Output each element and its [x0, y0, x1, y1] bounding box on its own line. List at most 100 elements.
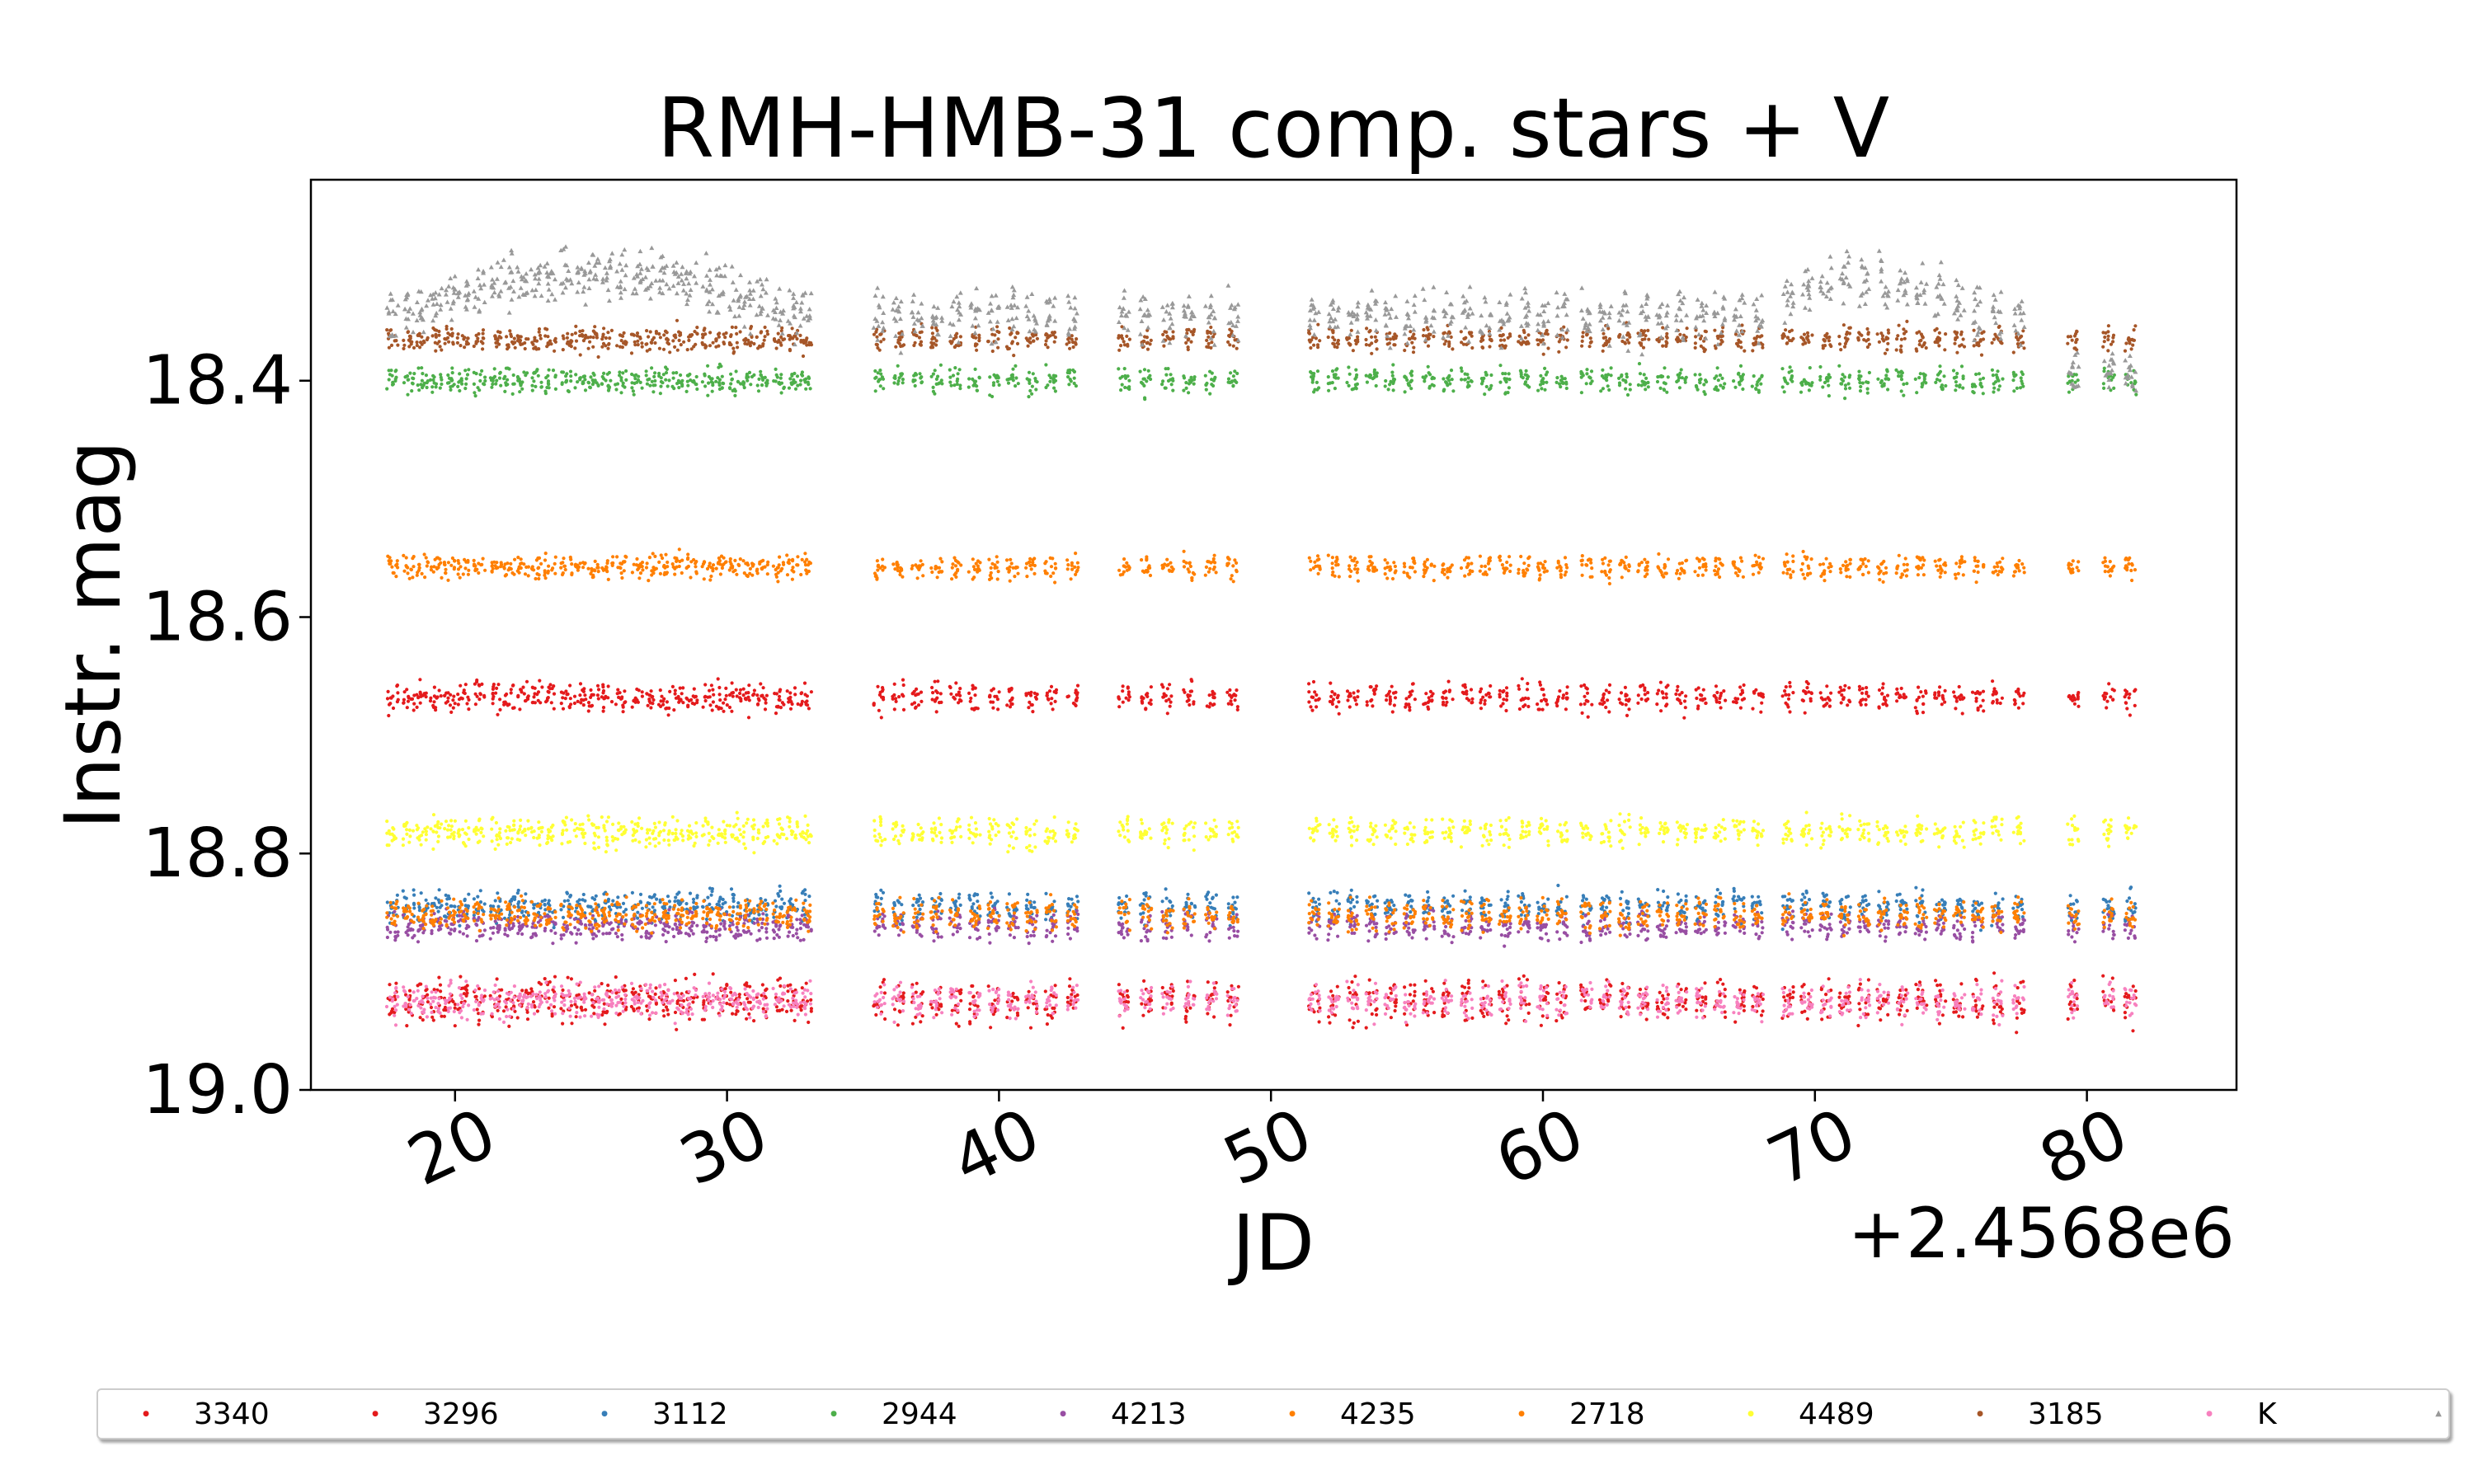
- data-point: [1742, 1008, 1746, 1012]
- data-point: [1468, 895, 1472, 899]
- data-point: [956, 377, 960, 381]
- data-point: [1944, 999, 1948, 1003]
- data-point: [778, 689, 782, 693]
- data-point: [774, 711, 778, 716]
- data-point: [1625, 392, 1630, 397]
- data-point: [504, 1005, 508, 1009]
- data-point: [986, 984, 990, 989]
- data-point: [957, 697, 962, 702]
- data-point: [451, 706, 455, 710]
- data-point: [1371, 895, 1376, 899]
- data-point: [496, 923, 500, 928]
- data-point: [1825, 375, 1829, 380]
- data-point: [1921, 702, 1926, 707]
- data-point: [700, 380, 705, 384]
- data-point: [624, 378, 628, 382]
- data-point: [878, 985, 882, 989]
- data-point: [406, 933, 410, 937]
- data-point: [2076, 378, 2080, 383]
- data-point: [1658, 680, 1663, 684]
- data-point: [602, 371, 606, 375]
- data-point: [1740, 697, 1744, 702]
- data-point: [938, 363, 943, 367]
- data-point: [1561, 693, 1566, 697]
- data-point: [587, 991, 591, 995]
- data-point: [1958, 383, 1962, 387]
- data-point: [1374, 1008, 1378, 1012]
- data-point: [1618, 896, 1623, 900]
- data-point: [1426, 364, 1430, 369]
- data-point: [586, 709, 590, 713]
- data-point: [1976, 706, 1980, 711]
- data-point: [1736, 697, 1740, 701]
- data-point: [1804, 381, 1808, 385]
- data-point: [1047, 697, 1051, 702]
- data-point: [1348, 1018, 1352, 1022]
- data-point: [1392, 904, 1396, 908]
- data-point: [1721, 982, 1725, 986]
- data-point: [1785, 702, 1790, 707]
- data-point: [1356, 689, 1360, 693]
- data-point: [764, 697, 768, 702]
- data-point: [640, 386, 644, 390]
- data-point: [1330, 369, 1335, 373]
- data-point: [734, 369, 738, 373]
- data-point: [387, 369, 391, 373]
- data-point: [1450, 378, 1454, 382]
- data-point: [1662, 889, 1666, 894]
- data-point: [401, 889, 405, 893]
- data-point: [494, 691, 498, 695]
- data-point: [752, 917, 756, 921]
- data-point: [568, 369, 573, 373]
- data-point: [800, 370, 805, 374]
- data-point: [731, 905, 736, 909]
- data-point: [539, 380, 543, 384]
- data-point: [1839, 701, 1843, 705]
- data-point: [1996, 369, 2000, 373]
- data-point: [1799, 994, 1804, 998]
- data-point: [475, 923, 479, 928]
- data-point: [709, 380, 713, 384]
- data-point: [2105, 899, 2109, 904]
- data-point: [1702, 383, 1706, 387]
- data-point: [1235, 895, 1239, 899]
- data-point: [430, 928, 434, 933]
- data-point: [412, 901, 416, 905]
- data-point: [418, 678, 422, 682]
- data-point: [1627, 1005, 1631, 1009]
- data-point: [482, 382, 486, 386]
- data-point: [472, 913, 477, 918]
- data-point: [1579, 983, 1583, 987]
- data-point: [1204, 387, 1208, 392]
- data-point: [1759, 692, 1763, 696]
- data-point: [1072, 376, 1076, 380]
- data-point: [1317, 897, 1321, 901]
- data-point: [804, 981, 808, 985]
- data-point: [892, 682, 896, 686]
- data-point: [451, 698, 455, 702]
- data-point: [1070, 993, 1074, 997]
- data-point: [1068, 977, 1072, 981]
- data-point: [896, 382, 900, 386]
- data-point: [1743, 989, 1747, 993]
- data-point: [1353, 698, 1357, 702]
- data-point: [1784, 379, 1788, 383]
- data-point: [1805, 686, 1809, 690]
- data-point: [405, 1024, 409, 1028]
- data-point: [1977, 903, 1981, 907]
- data-point: [1879, 1018, 1883, 1022]
- data-point: [1545, 702, 1550, 707]
- data-point: [1607, 387, 1611, 392]
- data-point: [1663, 901, 1667, 905]
- data-point: [510, 706, 515, 711]
- data-point: [566, 975, 570, 979]
- data-point: [1982, 709, 1986, 713]
- data-point: [492, 684, 496, 689]
- data-point: [654, 986, 658, 990]
- data-point: [989, 1026, 993, 1030]
- data-point: [403, 375, 407, 379]
- data-point: [911, 379, 915, 383]
- data-point: [940, 382, 944, 386]
- data-point: [919, 376, 923, 380]
